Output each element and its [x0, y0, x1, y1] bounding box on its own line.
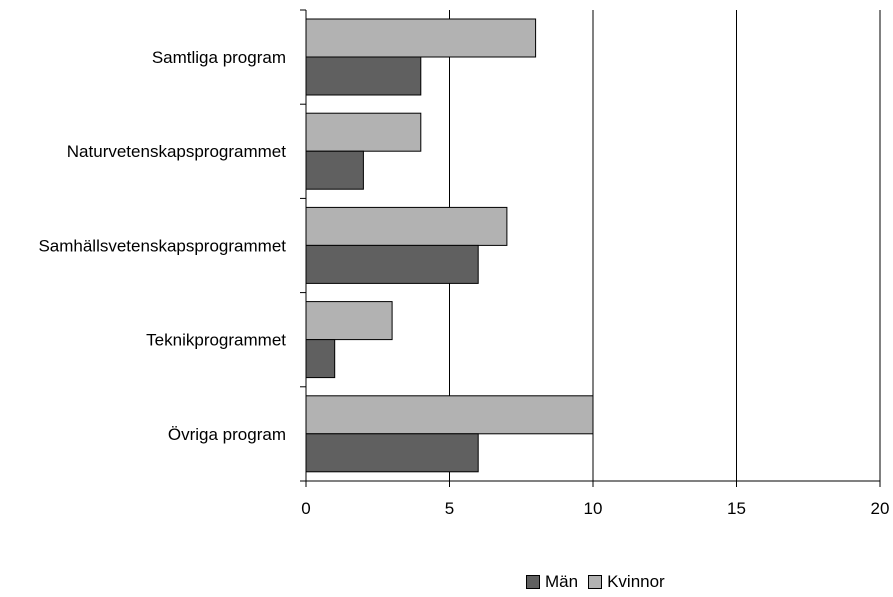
bar-mn-0 [305, 56, 422, 96]
legend-item-man: Män [526, 572, 578, 592]
legend-swatch-man [526, 575, 540, 589]
bar-mn-3 [305, 339, 336, 379]
x-tick-label-20: 20 [871, 499, 890, 518]
bar-mn-1 [305, 150, 364, 190]
axes [300, 9, 881, 487]
legend-label-man: Män [545, 572, 579, 591]
x-tick-label-15: 15 [727, 499, 746, 518]
bar-mn-4 [305, 433, 479, 473]
legend-swatch-kvinnor [588, 575, 603, 589]
bar-kvinnor-2 [305, 206, 508, 246]
bar-kvinnor-3 [305, 301, 393, 341]
x-tick-label-5: 5 [445, 499, 454, 518]
x-tick-label-10: 10 [584, 499, 603, 518]
labels: 0 5 10 15 20 Samtliga program Naturvetenskapsp… [38, 48, 889, 518]
x-tick-label-0: 0 [301, 499, 310, 518]
bar-kvinnor-4 [305, 395, 594, 435]
bar-kvinnor-1 [305, 112, 422, 152]
legend-item-kvinnor: Kvinnor [588, 572, 665, 592]
category-label-3: Teknikprogrammet [146, 331, 286, 350]
category-label-0: Samtliga program [152, 48, 286, 67]
category-label-1: Naturvetenskapsprogrammet [67, 142, 286, 161]
category-label-4: Övriga program [168, 425, 286, 444]
legend: Män Kvinnor [526, 572, 675, 592]
legend-label-kvinnor: Kvinnor [607, 572, 665, 591]
bar-mn-2 [305, 244, 479, 284]
bars [305, 18, 594, 473]
bar-kvinnor-0 [305, 18, 537, 58]
category-label-2: Samhällsvetenskapsprogrammet [38, 236, 286, 255]
